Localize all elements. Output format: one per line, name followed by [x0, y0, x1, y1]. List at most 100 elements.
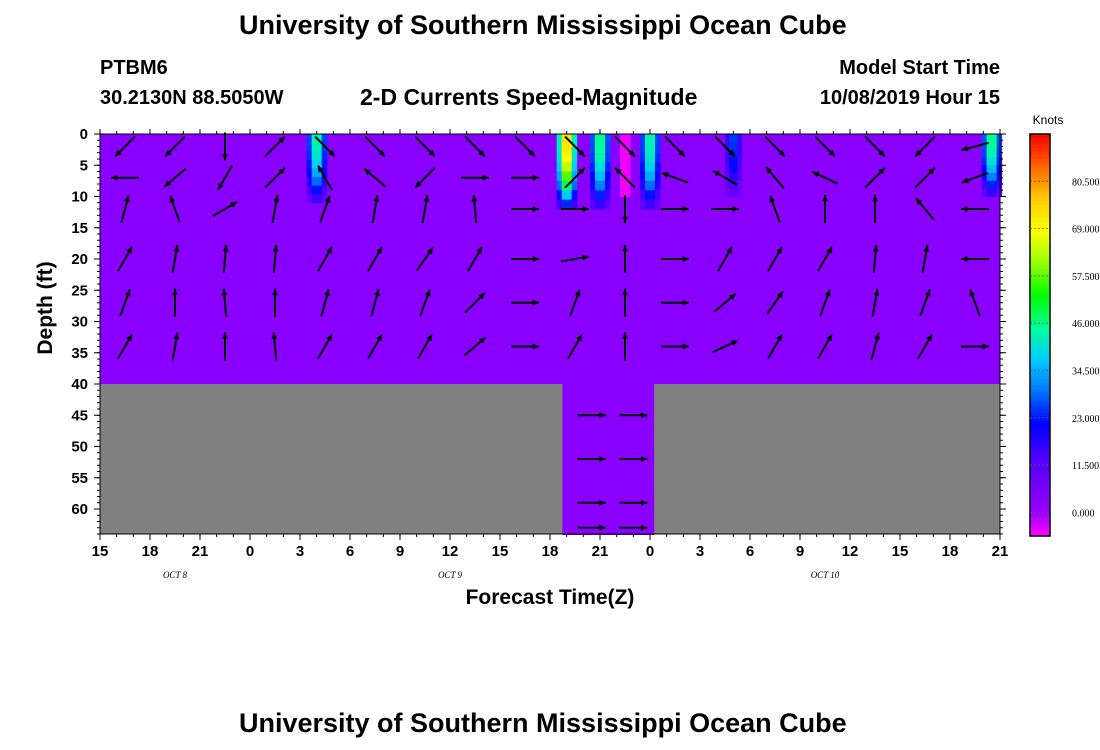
colorbar-cell [1030, 331, 1050, 336]
speed-cell [316, 176, 323, 187]
colorbar-cell [1030, 217, 1050, 222]
speed-cell [595, 152, 601, 163]
colorbar-cell [1030, 408, 1050, 413]
speed-cell [622, 188, 626, 197]
speed-cell [996, 157, 1003, 166]
speed-cell [645, 134, 651, 144]
speed-cell [595, 171, 601, 182]
x-tick-label: 18 [542, 543, 559, 560]
speed-cell [306, 194, 313, 204]
speed-cell [627, 157, 631, 166]
speed-cell [625, 157, 628, 166]
vector-arrow-head [376, 334, 382, 342]
vector-arrow-head [776, 334, 782, 342]
speed-cell [981, 173, 988, 182]
vector-arrow-head [682, 299, 689, 306]
vector-arrow-head [273, 195, 280, 202]
vector-arrow-head [415, 181, 422, 188]
speed-cell [600, 171, 606, 182]
speed-cell [561, 134, 568, 144]
speed-cell [725, 157, 730, 166]
speed-cell [725, 149, 730, 158]
colorbar-cell [1030, 190, 1050, 195]
speed-cell [986, 173, 993, 182]
speed-cell [316, 134, 323, 144]
speed-cell [725, 173, 730, 182]
speed-cell [605, 152, 611, 163]
vector-arrow-head [373, 195, 380, 202]
speed-cell [590, 190, 596, 201]
vector-arrow-head [641, 524, 648, 531]
colorbar-cell [1030, 458, 1050, 463]
speed-cell [571, 143, 578, 154]
colorbar-cell [1030, 308, 1050, 313]
speed-cell [605, 199, 611, 210]
speed-cell [625, 134, 628, 143]
speed-cell [620, 188, 623, 197]
speed-cell [600, 134, 606, 144]
vector-arrow-head [924, 289, 931, 297]
speed-cell [986, 134, 993, 143]
speed-cell [650, 162, 656, 172]
colorbar-cell [1030, 150, 1050, 155]
colorbar-cell [1030, 231, 1050, 236]
speed-cell [650, 143, 656, 154]
colorbar-cell [1030, 438, 1050, 443]
vector-arrow-head [961, 255, 968, 263]
colorbar-cell [1030, 201, 1050, 205]
vector-arrow-head [582, 254, 589, 261]
colorbar-cell [1030, 194, 1050, 199]
speed-cell [622, 165, 626, 174]
y-tick-label: 50 [71, 439, 88, 456]
colorbar-cell [1030, 482, 1050, 487]
speed-cell [620, 180, 623, 190]
colorbar-cell [1030, 448, 1050, 453]
speed-cell [737, 188, 743, 197]
x-axis-title: Forecast Time(Z) [466, 586, 635, 609]
colorbar-cell [1030, 388, 1050, 393]
vector-arrow-head [826, 246, 832, 254]
y-tick-label: 0 [80, 126, 88, 143]
speed-cell [737, 173, 743, 182]
colorbar-cell [1030, 371, 1050, 376]
colorbar-frame [1029, 133, 1051, 537]
vector-arrow-head [874, 332, 880, 340]
vector-arrow-head [776, 291, 784, 299]
colorbar-cell [1030, 301, 1050, 306]
colorbar-cell [1030, 345, 1050, 349]
y-tick-label: 55 [71, 470, 88, 487]
speed-cell [566, 180, 573, 191]
speed-cell [986, 157, 993, 166]
speed-cell [316, 168, 323, 178]
colorbar-cell [1030, 204, 1050, 209]
colorbar-cell [1030, 412, 1050, 416]
speed-cell [556, 134, 563, 144]
speed-cell [600, 162, 606, 172]
speed-cell [627, 173, 631, 182]
vector-arrow-head [324, 195, 331, 203]
speed-cell [991, 157, 998, 166]
x-tick-label: 3 [696, 543, 704, 560]
colorbar-cell [1030, 525, 1050, 530]
speed-cell [605, 162, 611, 172]
colorbar-cell [1030, 241, 1050, 246]
speed-cell [595, 143, 601, 154]
vector-arrow-head [221, 332, 229, 339]
vector-arrow-head [872, 245, 879, 252]
speed-cell [729, 165, 734, 174]
colorbar-cell [1030, 288, 1050, 293]
x-tick-label: 21 [592, 543, 609, 560]
colorbar-cell [1030, 261, 1050, 266]
y-tick-label: 40 [71, 376, 88, 393]
speed-cell [311, 185, 318, 195]
colorbar-cell [1030, 398, 1050, 403]
vector-arrow-head [532, 255, 539, 263]
speed-cell [981, 188, 988, 197]
date-label: OCT 10 [811, 570, 840, 580]
colorbar-cell [1030, 502, 1050, 507]
x-tick-label: 18 [142, 543, 159, 560]
speed-cell [650, 180, 656, 191]
colorbar-cell [1030, 221, 1050, 226]
speed-cell [561, 199, 568, 210]
speed-cell [561, 190, 568, 201]
